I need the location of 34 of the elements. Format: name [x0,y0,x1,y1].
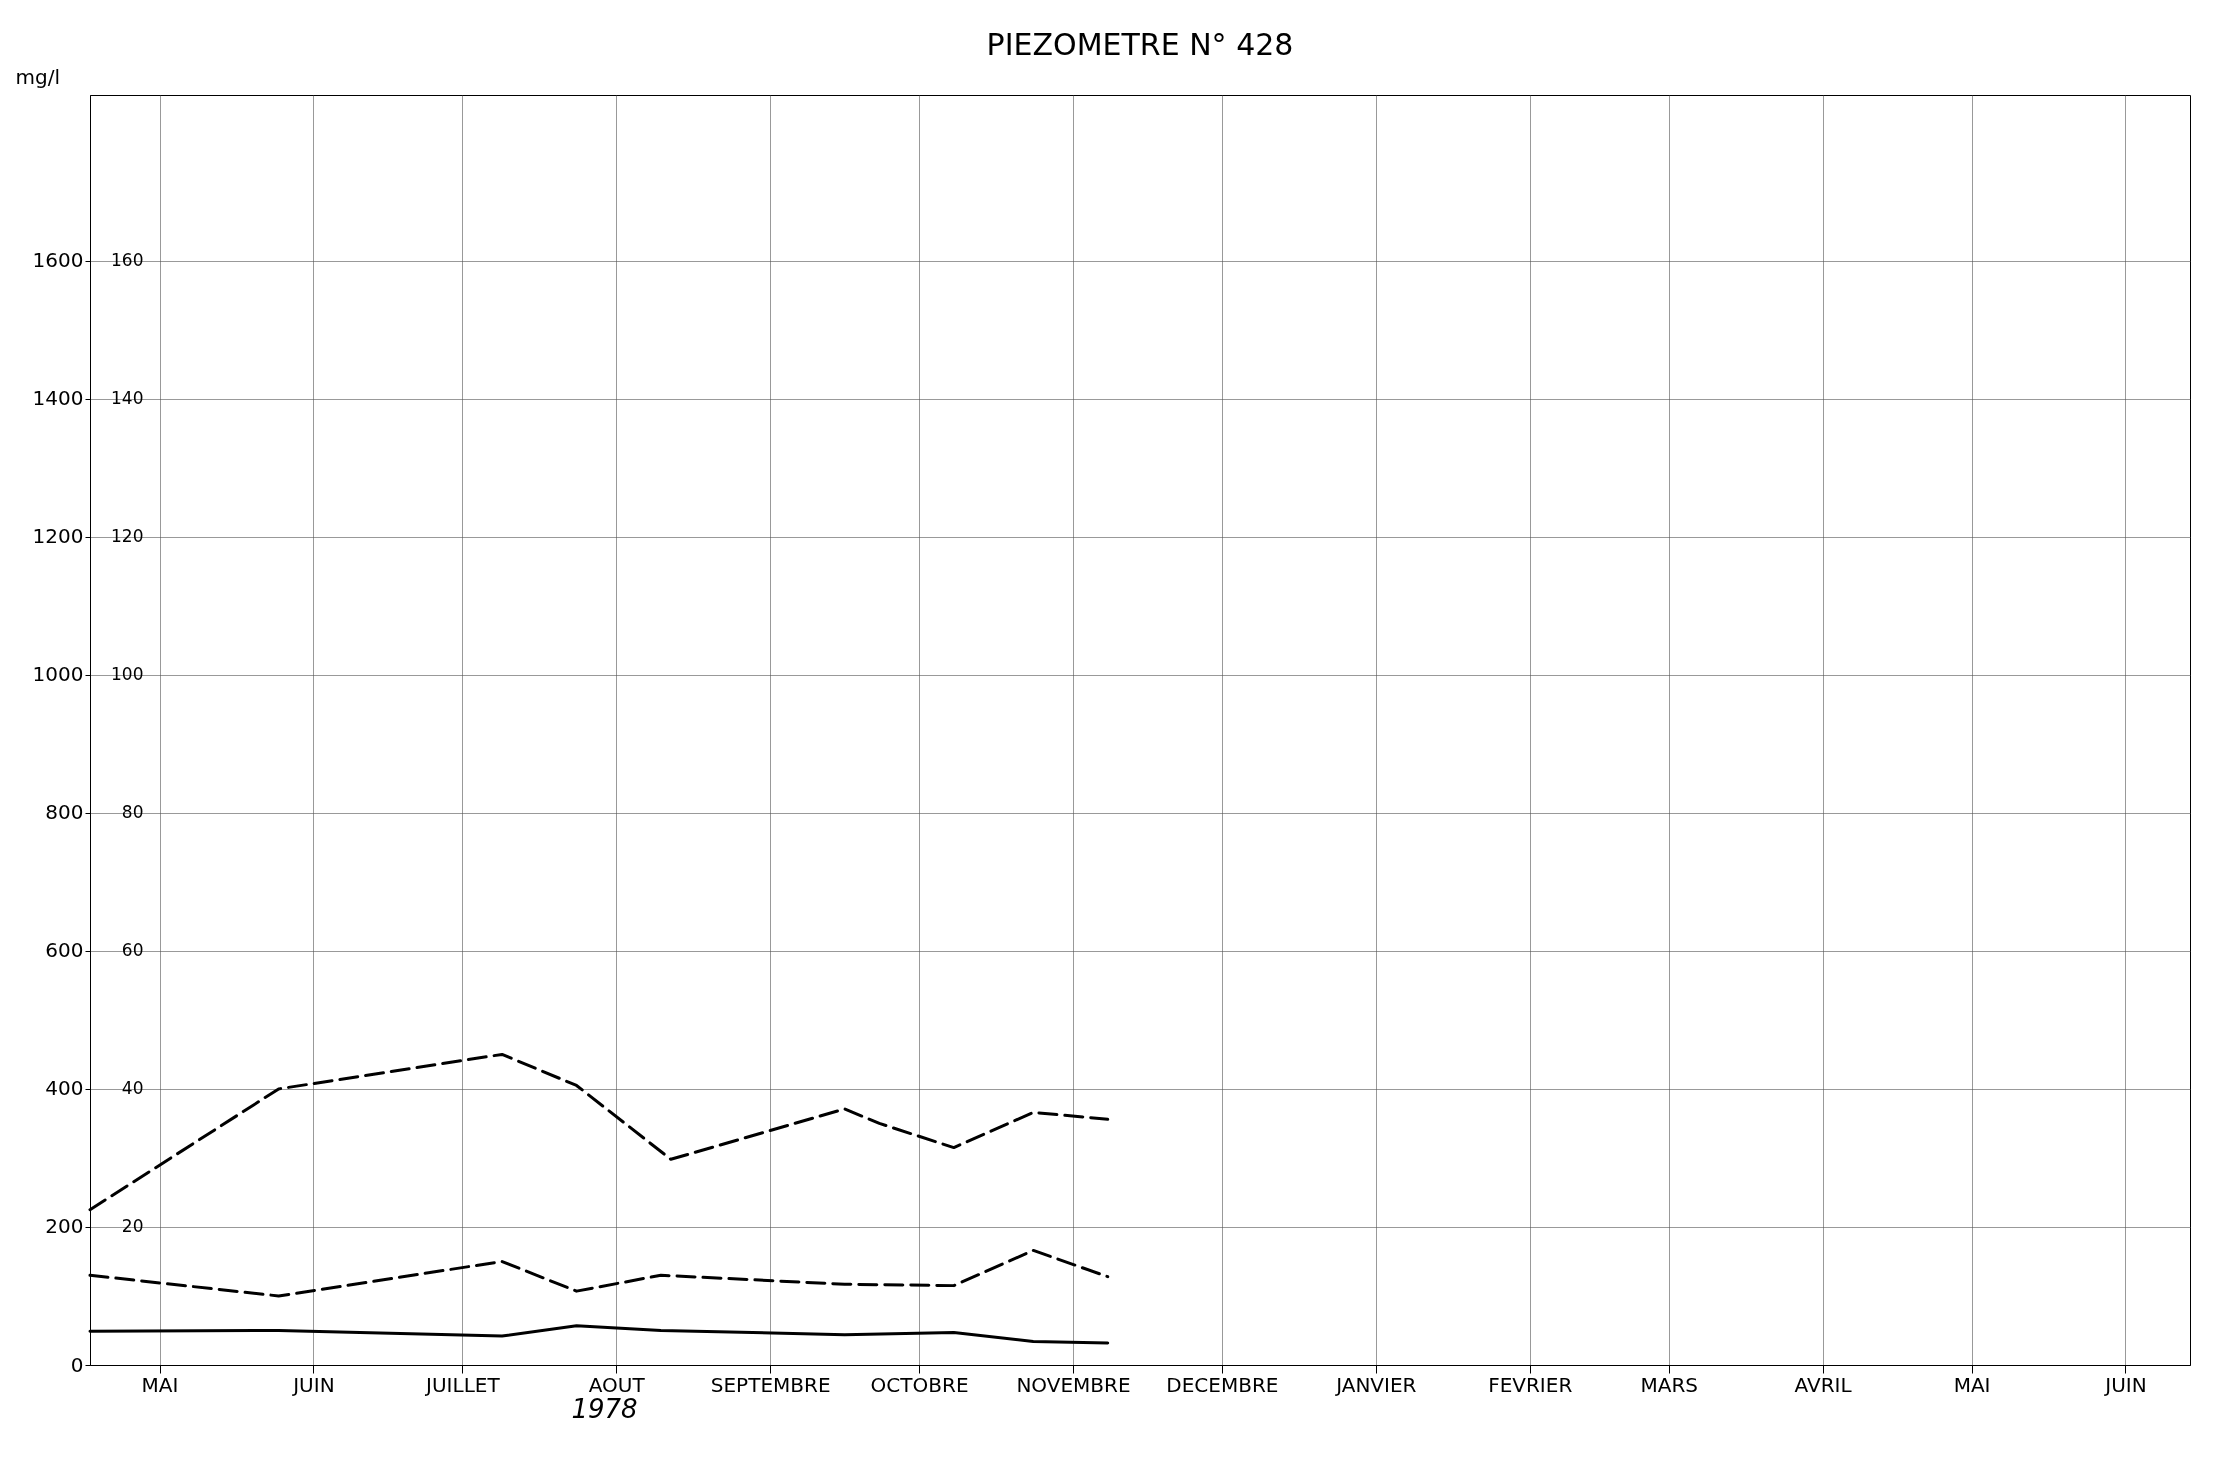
y-tick-label: 1000 [32,662,84,687]
y2-tick-label: 20 [121,1216,144,1237]
y2-tick-label: 120 [111,526,144,547]
y-axis-title: mg/l [15,64,60,89]
x-tick-label: FEVRIER [1488,1372,1573,1397]
y2-tick-label: 40 [121,1078,144,1099]
x-tick-label: DECEMBRE [1166,1372,1279,1397]
x-tick-label: MAI [1953,1372,1991,1397]
y-tick-label: 0 [70,1352,84,1377]
y2-tick-label: 60 [121,940,144,961]
text: 1978 [571,1394,638,1424]
y-tick-label: 200 [45,1214,84,1239]
y-tick-label: 600 [45,938,84,963]
x-tick-label: AVRIL [1794,1372,1853,1397]
x-tick-label: NOVEMBRE [1016,1372,1131,1397]
x-tick-label: JUILLET [424,1372,501,1397]
chart-title: PIEZOMETRE N° 428 [986,27,1294,62]
y-tick-label: 400 [45,1076,84,1101]
x-tick-label: AOUT [588,1372,646,1397]
x-tick-label: JUIN [2103,1372,2147,1397]
y2-tick-label: 160 [111,250,144,271]
y-tick-label: 800 [45,800,84,825]
y2-tick-label: 80 [121,802,144,823]
y-tick-label: 1400 [32,386,84,411]
x-tick-label: OCTOBRE [870,1372,969,1397]
x-tick-label: JUIN [291,1372,335,1397]
x-tick-label: JANVIER [1334,1372,1417,1397]
x-tick-label: MAI [141,1372,179,1397]
y2-tick-label: 140 [111,388,144,409]
x-tick-label: MARS [1640,1372,1698,1397]
y-tick-label: 1600 [32,248,84,273]
x-tick-label: SEPTEMBRE [710,1372,831,1397]
y2-tick-label: 100 [111,664,144,685]
y-tick-label: 1200 [32,524,84,549]
